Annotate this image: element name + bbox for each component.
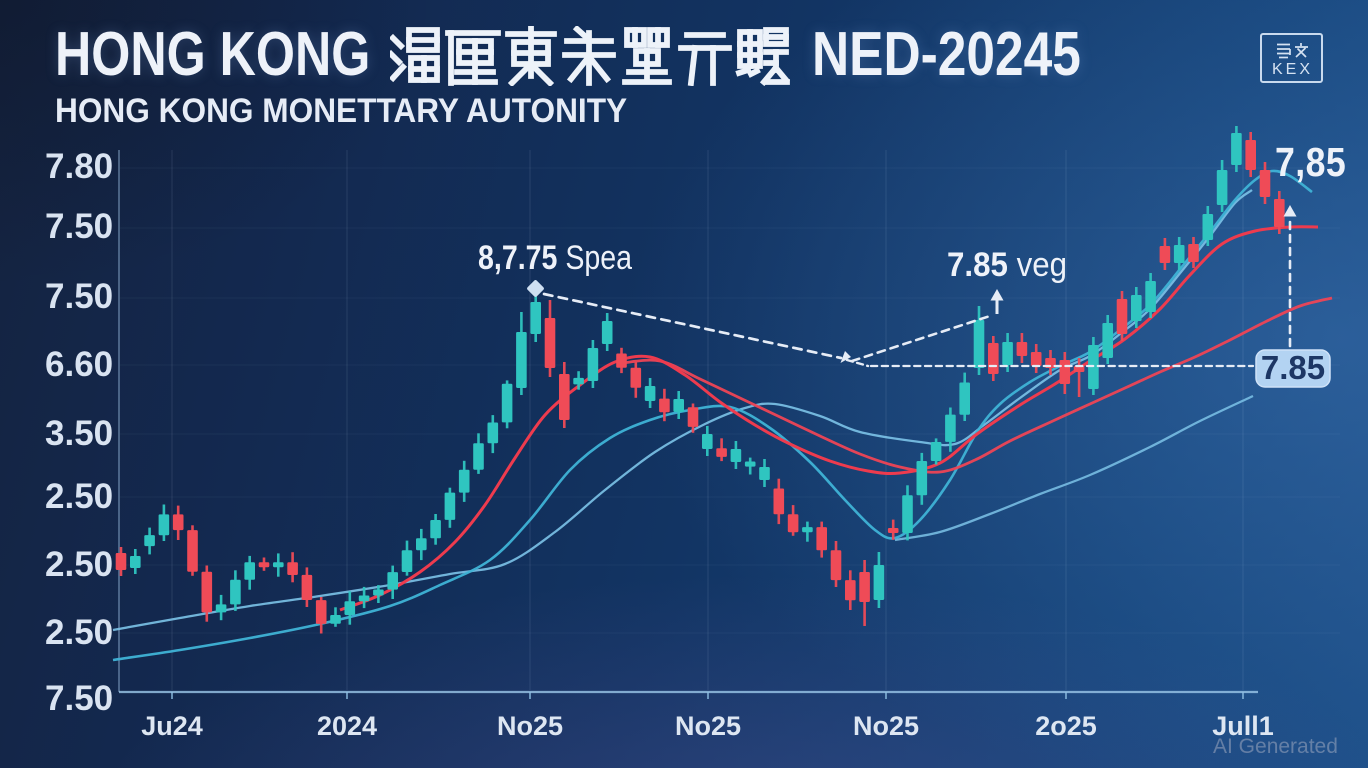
svg-text:7.85: 7.85 (1261, 349, 1325, 386)
